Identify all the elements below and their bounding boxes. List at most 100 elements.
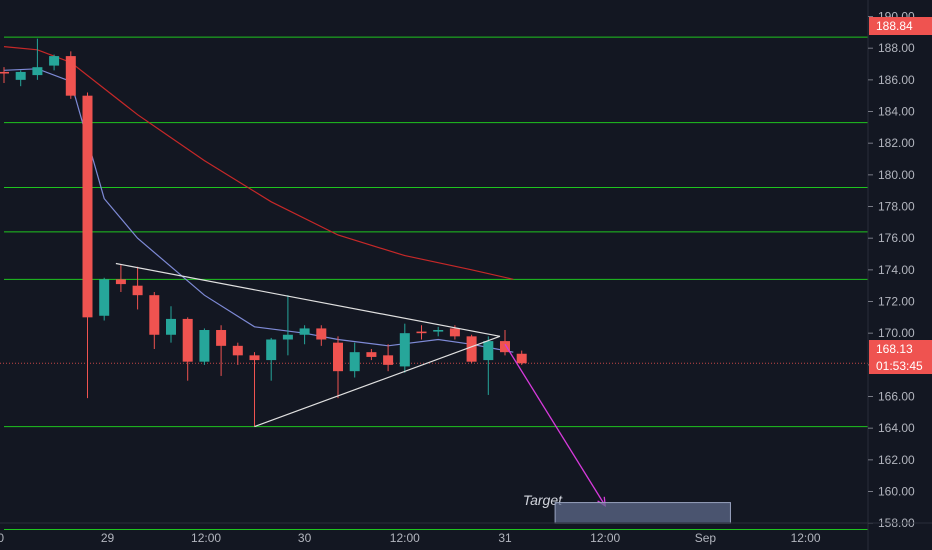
- candle-body: [433, 330, 444, 332]
- candle-body: [199, 330, 210, 362]
- price-tick-label: 160.00: [878, 485, 915, 499]
- candle-body: [483, 341, 494, 361]
- candle-body: [216, 330, 227, 346]
- price-tick-label: 180.00: [878, 168, 915, 182]
- triangle-upper-line[interactable]: [115, 262, 501, 337]
- price-badges: 188.84 168.13 01:53:45: [869, 17, 932, 374]
- candle[interactable]: [516, 350, 527, 365]
- projection-arrow-line[interactable]: [504, 343, 606, 507]
- candle[interactable]: [199, 328, 210, 365]
- candle[interactable]: [166, 306, 176, 343]
- price-tick-label: 186.00: [878, 73, 915, 87]
- high-price-label: 188.84: [876, 19, 913, 33]
- candle-body: [316, 328, 327, 340]
- candle[interactable]: [366, 349, 377, 361]
- candle[interactable]: [182, 317, 193, 381]
- candle[interactable]: [266, 337, 277, 381]
- time-tick-label: 12:00: [0, 531, 4, 545]
- price-tick-label: 184.00: [878, 105, 915, 119]
- candle[interactable]: [299, 325, 310, 345]
- candle[interactable]: [399, 323, 410, 373]
- candle-body: [249, 355, 260, 361]
- candle-body: [99, 279, 110, 316]
- candle-body: [500, 341, 510, 353]
- candle-body: [149, 295, 160, 335]
- candle-body: [49, 56, 60, 66]
- candle[interactable]: [15, 70, 26, 87]
- candle-body: [399, 333, 410, 367]
- candle[interactable]: [349, 342, 360, 378]
- candle-body: [266, 339, 277, 361]
- price-tick-label: 182.00: [878, 136, 915, 150]
- drawings: Target: [115, 262, 731, 524]
- candle-body: [182, 318, 193, 362]
- candle[interactable]: [0, 67, 9, 84]
- time-tick-label: 12:00: [791, 531, 821, 545]
- time-tick-label: 29: [101, 531, 115, 545]
- last-price-label: 168.13: [876, 342, 913, 356]
- candle-body: [383, 355, 394, 365]
- candle[interactable]: [82, 92, 93, 399]
- candle-body: [516, 353, 527, 364]
- candle[interactable]: [483, 336, 494, 395]
- candle[interactable]: [500, 330, 510, 356]
- time-tick-label: 30: [298, 531, 312, 545]
- candle-body: [15, 71, 26, 80]
- target-box[interactable]: [554, 502, 731, 524]
- candle[interactable]: [249, 352, 260, 427]
- price-tick-label: 166.00: [878, 390, 915, 404]
- candle-body: [32, 67, 43, 76]
- candle-body: [466, 336, 477, 362]
- price-tick-label: 188.00: [878, 41, 915, 55]
- candle[interactable]: [99, 277, 110, 321]
- candle[interactable]: [115, 265, 126, 293]
- candle[interactable]: [333, 336, 343, 399]
- candle-body: [349, 352, 360, 372]
- time-axis[interactable]: 12:00 29 12:00 30 12:00 31 12:00 Sep 12:00: [0, 522, 932, 545]
- triangle-lower-line[interactable]: [254, 335, 501, 428]
- candle[interactable]: [149, 292, 160, 350]
- time-tick-label: Sep: [695, 531, 717, 545]
- horizontal-levels: [0, 36, 868, 531]
- candle[interactable]: [433, 326, 444, 337]
- price-tick-label: 178.00: [878, 200, 915, 214]
- candle-body: [82, 95, 93, 318]
- price-tick-label: 176.00: [878, 231, 915, 245]
- time-tick-label: 12:00: [390, 531, 420, 545]
- candle-body: [366, 352, 377, 357]
- candle-body: [282, 334, 293, 340]
- candle-body: [115, 279, 126, 285]
- candle[interactable]: [216, 325, 227, 376]
- candle-body: [232, 345, 243, 356]
- time-tick-label: 12:00: [191, 531, 221, 545]
- last-price-badge: [869, 340, 932, 374]
- price-tick-label: 164.00: [878, 421, 915, 435]
- candles: [0, 38, 527, 427]
- candle[interactable]: [416, 325, 427, 340]
- target-label: Target: [523, 492, 563, 508]
- candle[interactable]: [32, 38, 43, 80]
- candle-body: [299, 328, 310, 335]
- candle-body: [449, 328, 460, 337]
- candle-body: [132, 285, 143, 296]
- candle[interactable]: [49, 54, 60, 71]
- ma-fast-line[interactable]: [3, 68, 514, 353]
- price-tick-label: 172.00: [878, 295, 915, 309]
- candle-body: [166, 318, 176, 335]
- time-tick-label: 31: [498, 531, 512, 545]
- candle[interactable]: [65, 51, 76, 99]
- candle[interactable]: [282, 295, 293, 356]
- candle[interactable]: [132, 266, 143, 310]
- time-tick-label: 12:00: [590, 531, 620, 545]
- countdown-label: 01:53:45: [876, 359, 923, 373]
- high-price-badge: [869, 17, 932, 35]
- candle[interactable]: [232, 342, 243, 365]
- candle[interactable]: [466, 334, 477, 364]
- candle-body: [0, 71, 9, 74]
- candle[interactable]: [316, 325, 327, 346]
- candle[interactable]: [383, 344, 394, 372]
- candle-body: [416, 331, 427, 334]
